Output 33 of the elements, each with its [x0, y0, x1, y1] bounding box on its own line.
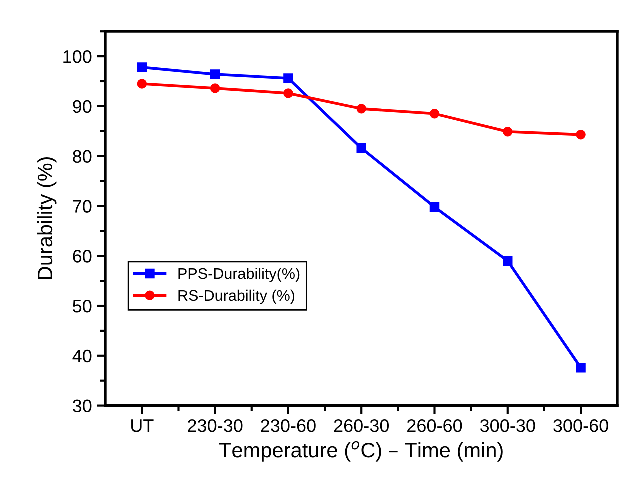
y-tick-label: 70 — [73, 200, 92, 213]
x-tick-label: UT — [132, 420, 154, 432]
point — [576, 363, 586, 373]
point — [137, 62, 148, 72]
y-tick-label: 80 — [73, 150, 92, 164]
y-tick-label: 100 — [64, 50, 92, 64]
y-tick-label: 30 — [73, 400, 92, 413]
point — [284, 74, 294, 84]
point — [576, 130, 586, 140]
point — [430, 109, 440, 119]
point — [210, 70, 220, 80]
point — [137, 79, 148, 89]
x-tick-label: 230-30 — [188, 419, 243, 432]
point — [210, 84, 220, 94]
point — [503, 256, 513, 266]
y-tick-label: 60 — [73, 250, 92, 263]
x-tick-label: 260-30 — [334, 419, 390, 432]
y-tick-label: 50 — [73, 300, 92, 313]
x-tick-label: 260-60 — [408, 419, 462, 432]
x-tick-label: 230-60 — [261, 419, 316, 432]
legend-label: PPS-Durability(%) — [178, 268, 300, 282]
y-tick-label: 40 — [72, 350, 92, 363]
y-axis-title: Durability (%) — [37, 157, 57, 280]
x-tick-label: 300-30 — [480, 419, 536, 432]
y-tick-label: 90 — [73, 100, 92, 114]
point — [356, 143, 366, 154]
point — [284, 88, 294, 98]
x-axis-title: Temperature ($^{o}$C) – Time (min) — [219, 441, 503, 462]
point — [503, 127, 513, 137]
point — [356, 104, 366, 114]
x-tick-label: 300-60 — [554, 419, 608, 432]
legend-label: RS-Durability (%) — [178, 290, 295, 304]
point — [430, 202, 440, 212]
